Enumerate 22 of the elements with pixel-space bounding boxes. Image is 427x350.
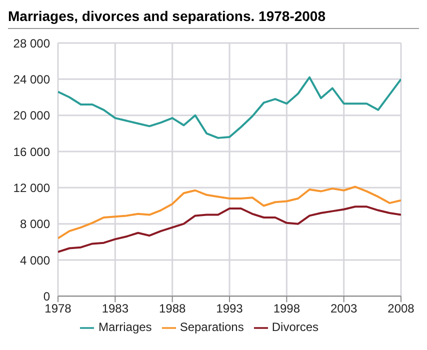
- legend-label: Marriages: [98, 320, 152, 334]
- legend-label: Divorces: [272, 320, 319, 334]
- y-tick-label: 8 000: [20, 217, 50, 232]
- x-tick-label: 2008: [388, 302, 415, 316]
- x-tick-label: 1988: [158, 302, 186, 316]
- x-tick-label: 2003: [330, 302, 358, 316]
- y-tick-label: 20 000: [13, 108, 50, 123]
- y-tick-label: 28 000: [13, 36, 50, 50]
- line-series: [58, 186, 401, 240]
- y-tick-label: 16 000: [13, 144, 50, 159]
- y-tick-label: 4 000: [20, 253, 50, 268]
- y-tick-label: 24 000: [13, 72, 50, 86]
- legend-label: Separations: [180, 320, 244, 334]
- y-tick-label: 0: [43, 289, 50, 304]
- chart-title: Marriages, divorces and separations. 1978-2008: [8, 8, 419, 29]
- x-tick-label: 1993: [216, 302, 244, 316]
- x-tick-label: 1978: [44, 302, 72, 316]
- line-series: [58, 206, 401, 253]
- x-tick-label: 1998: [273, 302, 300, 316]
- line-series: [58, 76, 401, 139]
- x-tick-label: 1983: [102, 302, 129, 316]
- y-tick-label: 12 000: [13, 180, 50, 195]
